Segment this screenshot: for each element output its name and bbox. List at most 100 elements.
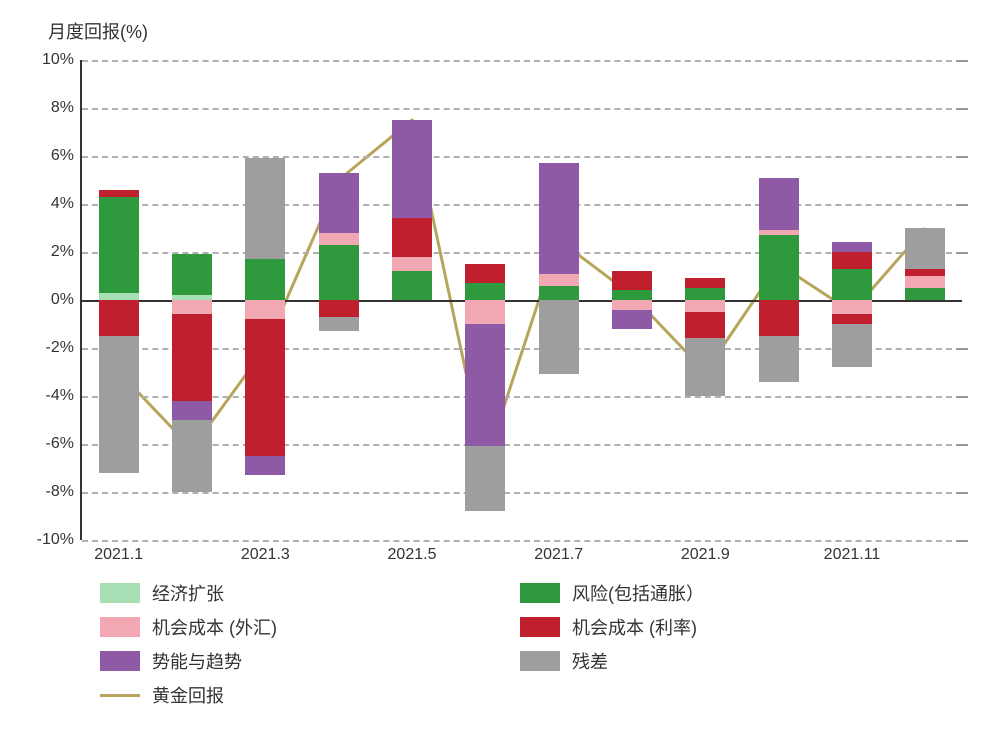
- bar-seg-oc_fx: [685, 300, 725, 312]
- right-tick: [956, 108, 968, 110]
- bar-seg-oc_rate: [685, 312, 725, 338]
- bar-seg-risk_infl: [99, 197, 139, 293]
- right-tick: [956, 60, 968, 62]
- gridline: [82, 60, 962, 62]
- legend-item-risk_infl: 风险(包括通胀）: [520, 580, 940, 606]
- bar-seg-oc_fx: [465, 300, 505, 324]
- bar-seg-momentum: [465, 324, 505, 446]
- bar-seg-oc_rate: [759, 300, 799, 336]
- gridline: [82, 252, 962, 254]
- legend-swatch: [100, 617, 140, 637]
- bar-seg-oc_fx: [245, 300, 285, 319]
- bar-seg-residual: [539, 300, 579, 374]
- gridline: [82, 540, 962, 542]
- bar-seg-momentum: [539, 163, 579, 273]
- bar-seg-momentum: [832, 242, 872, 252]
- bar-seg-residual: [905, 228, 945, 269]
- x-tick-label: 2021.1: [94, 546, 143, 564]
- gridline: [82, 156, 962, 158]
- y-tick-label: 2%: [51, 243, 74, 261]
- bar-seg-residual: [99, 336, 139, 473]
- bar-group: [539, 60, 579, 540]
- bar-seg-risk_infl: [392, 271, 432, 300]
- bar-seg-oc_rate: [832, 314, 872, 324]
- bar-seg-oc_rate: [685, 278, 725, 288]
- bar-seg-oc_rate: [172, 314, 212, 400]
- legend-swatch: [100, 583, 140, 603]
- y-tick-label: -2%: [46, 339, 74, 357]
- legend-item-oc_rate: 机会成本 (利率): [520, 614, 940, 640]
- plot-area: -10%-8%-6%-4%-2%0%2%4%6%8%10%2021.12021.…: [80, 60, 962, 540]
- bar-group: [759, 60, 799, 540]
- bar-seg-momentum: [612, 310, 652, 329]
- bar-seg-oc_fx: [539, 274, 579, 286]
- bar-seg-residual: [759, 336, 799, 382]
- legend-item-econ_expansion: 经济扩张: [100, 580, 520, 606]
- bar-seg-risk_infl: [612, 290, 652, 300]
- bar-seg-oc_fx: [612, 300, 652, 310]
- bar-group: [99, 60, 139, 540]
- legend-item-gold_return_line: 黄金回报: [100, 682, 520, 708]
- bar-seg-risk_infl: [245, 259, 285, 300]
- legend-label: 机会成本 (外汇): [152, 614, 277, 640]
- y-tick-label: -10%: [37, 531, 74, 549]
- right-tick: [956, 156, 968, 158]
- bar-seg-risk_infl: [319, 245, 359, 300]
- right-tick: [956, 252, 968, 254]
- y-tick-label: -6%: [46, 435, 74, 453]
- bar-seg-risk_infl: [465, 283, 505, 300]
- right-tick: [956, 204, 968, 206]
- legend-item-residual: 残差: [520, 648, 940, 674]
- legend-swatch: [520, 651, 560, 671]
- bar-group: [172, 60, 212, 540]
- x-tick-label: 2021.11: [824, 546, 881, 564]
- bar-group: [319, 60, 359, 540]
- gridline: [82, 492, 962, 494]
- legend-row: 黄金回报: [100, 682, 960, 708]
- bar-seg-oc_rate: [832, 252, 872, 269]
- legend-swatch: [100, 651, 140, 671]
- bar-seg-risk_infl: [539, 286, 579, 300]
- legend-label: 黄金回报: [152, 682, 224, 708]
- bar-seg-residual: [319, 317, 359, 331]
- bar-group: [465, 60, 505, 540]
- bar-group: [245, 60, 285, 540]
- legend-swatch: [520, 617, 560, 637]
- bar-seg-oc_rate: [319, 300, 359, 317]
- legend-item-oc_fx: 机会成本 (外汇): [100, 614, 520, 640]
- y-tick-label: 10%: [42, 51, 74, 69]
- bar-seg-econ_expansion: [99, 293, 139, 300]
- bar-seg-oc_fx: [905, 276, 945, 288]
- right-tick: [956, 540, 968, 542]
- gold-return-polyline: [119, 120, 926, 463]
- y-tick-label: -8%: [46, 483, 74, 501]
- legend-row: 经济扩张 风险(包括通胀）: [100, 580, 960, 606]
- legend-swatch-line: [100, 685, 140, 705]
- x-tick-label: 2021.3: [241, 546, 290, 564]
- bar-seg-residual: [465, 446, 505, 511]
- x-tick-label: 2021.9: [681, 546, 730, 564]
- legend-label: 经济扩张: [152, 580, 224, 606]
- bar-seg-risk_infl: [685, 288, 725, 300]
- legend-label: 风险(包括通胀）: [572, 580, 704, 606]
- bar-seg-oc_fx: [172, 300, 212, 314]
- legend-label: 机会成本 (利率): [572, 614, 697, 640]
- bar-group: [612, 60, 652, 540]
- gridline: [82, 204, 962, 206]
- bar-seg-residual: [245, 158, 285, 259]
- legend-row: 机会成本 (外汇) 机会成本 (利率): [100, 614, 960, 640]
- bar-seg-momentum: [245, 456, 285, 475]
- legend-item-momentum: 势能与趋势: [100, 648, 520, 674]
- bar-seg-oc_rate: [99, 300, 139, 336]
- right-tick: [956, 492, 968, 494]
- zero-line: [82, 300, 962, 302]
- bar-seg-oc_rate: [245, 319, 285, 456]
- bar-group: [392, 60, 432, 540]
- legend-label: 势能与趋势: [152, 648, 242, 674]
- y-tick-label: -4%: [46, 387, 74, 405]
- legend-row: 势能与趋势 残差: [100, 648, 960, 674]
- bar-group: [685, 60, 725, 540]
- bar-seg-risk_infl: [172, 254, 212, 295]
- y-tick-label: 0%: [51, 291, 74, 309]
- y-tick-label: 8%: [51, 99, 74, 117]
